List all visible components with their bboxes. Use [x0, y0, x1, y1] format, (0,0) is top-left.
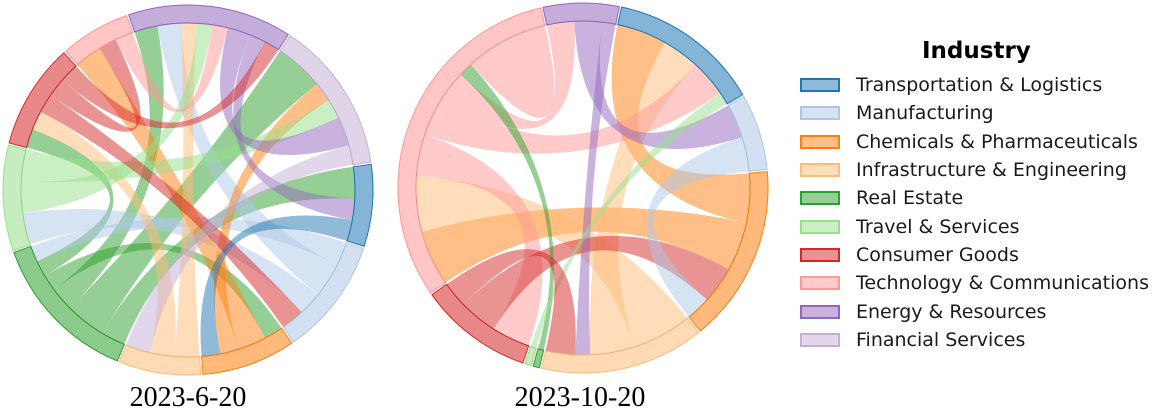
legend-item: Consumer Goods	[800, 241, 1162, 269]
legend-label: Real Estate	[856, 187, 964, 210]
legend-swatch	[800, 247, 840, 262]
chord-ribbon	[611, 24, 750, 223]
legend-title: Industry	[922, 38, 1031, 64]
legend-swatch	[800, 332, 840, 347]
chord-group-arc	[727, 95, 768, 172]
legend-label: Financial Services	[856, 328, 1026, 351]
chord-ribbon	[115, 24, 228, 112]
chart-caption-left: 2023-6-20	[129, 382, 247, 413]
chord-ribbon	[443, 21, 575, 129]
legend-swatch	[800, 106, 840, 121]
legend-label: Consumer Goods	[856, 243, 1019, 266]
legend-swatch	[800, 134, 840, 149]
chord-ribbon	[126, 145, 354, 353]
chord-ribbon	[102, 166, 355, 345]
chart-caption-right: 2023-10-20	[514, 382, 646, 413]
chord-group-arc	[617, 6, 744, 105]
chord-ribbon	[446, 249, 576, 355]
chord-ribbon	[646, 137, 750, 318]
chord-group-arc	[346, 163, 374, 248]
chord-ribbon	[32, 111, 176, 357]
chord-ribbon	[21, 100, 339, 183]
chord-ribbon	[589, 42, 696, 355]
legend-item: Real Estate	[800, 184, 1162, 212]
legend-swatch	[800, 219, 840, 234]
chord-chart-2023-6-20	[2, 4, 374, 376]
chord-group-arc	[688, 171, 769, 332]
legend-item: Infrastructure & Engineering	[800, 156, 1162, 184]
chord-ribbon	[233, 35, 355, 221]
chord-ribbon	[416, 134, 543, 346]
chord-ribbon	[69, 50, 317, 334]
chord-group-arc	[279, 35, 372, 166]
legend-swatch	[800, 276, 840, 291]
legend-label: Transportation & Logistics	[856, 74, 1103, 97]
chord-group-arc	[540, 317, 700, 374]
chord-ribbon	[219, 27, 349, 155]
legend: Industry Transportation & Logistics Manuf…	[800, 38, 1162, 354]
chord-inner-circle	[415, 20, 751, 356]
legend-item: Chemicals & Pharmaceuticals	[800, 128, 1162, 156]
legend-item: Energy & Resources	[800, 297, 1162, 325]
chord-inner-circle	[20, 22, 356, 358]
legend-swatch	[800, 191, 840, 206]
chord-group-arc	[532, 348, 545, 369]
legend-label: Technology & Communications	[856, 272, 1149, 295]
legend-item: Travel & Services	[800, 212, 1162, 240]
chord-group-arc	[282, 242, 365, 343]
chord-ribbon	[200, 215, 353, 357]
legend-item: Financial Services	[800, 326, 1162, 354]
legend-item: Transportation & Logistics	[800, 71, 1162, 99]
chord-ribbon	[424, 64, 721, 154]
legend-item: Technology & Communications	[800, 269, 1162, 297]
chord-ribbon	[40, 95, 302, 328]
chord-group-arc	[201, 327, 293, 375]
chord-group-arc	[431, 283, 530, 364]
chord-chart-2023-10-20	[397, 2, 769, 374]
chord-ribbon	[174, 22, 200, 358]
legend-label: Manufacturing	[856, 102, 994, 125]
chord-ribbon	[62, 41, 279, 129]
chord-group-arc	[128, 4, 289, 51]
legend-label: Energy & Resources	[856, 300, 1047, 323]
legend-label: Chemicals & Pharmaceuticals	[856, 130, 1138, 153]
chord-group-arc	[397, 7, 546, 294]
legend-item: Manufacturing	[800, 99, 1162, 127]
chord-group-arc	[64, 14, 134, 66]
chord-ribbon	[574, 20, 743, 150]
chord-ribbon	[575, 22, 616, 355]
chord-group-arc	[118, 344, 202, 376]
chord-ribbon	[157, 23, 338, 295]
chord-group-arc	[2, 144, 31, 251]
chord-group-arc	[524, 345, 537, 367]
legend-label: Travel & Services	[856, 215, 1020, 238]
legend-label: Infrastructure & Engineering	[856, 159, 1127, 182]
chord-ribbon	[22, 209, 319, 313]
legend-swatch	[800, 304, 840, 319]
chord-ribbon	[421, 207, 747, 283]
chord-group-arc	[542, 2, 620, 26]
legend-swatch	[800, 78, 840, 93]
legend-items: Transportation & Logistics Manufacturing C…	[800, 71, 1162, 354]
chord-group-arc	[8, 52, 77, 149]
chord-group-arc	[13, 245, 125, 362]
chord-ribbon	[50, 39, 141, 132]
legend-swatch	[800, 163, 840, 178]
